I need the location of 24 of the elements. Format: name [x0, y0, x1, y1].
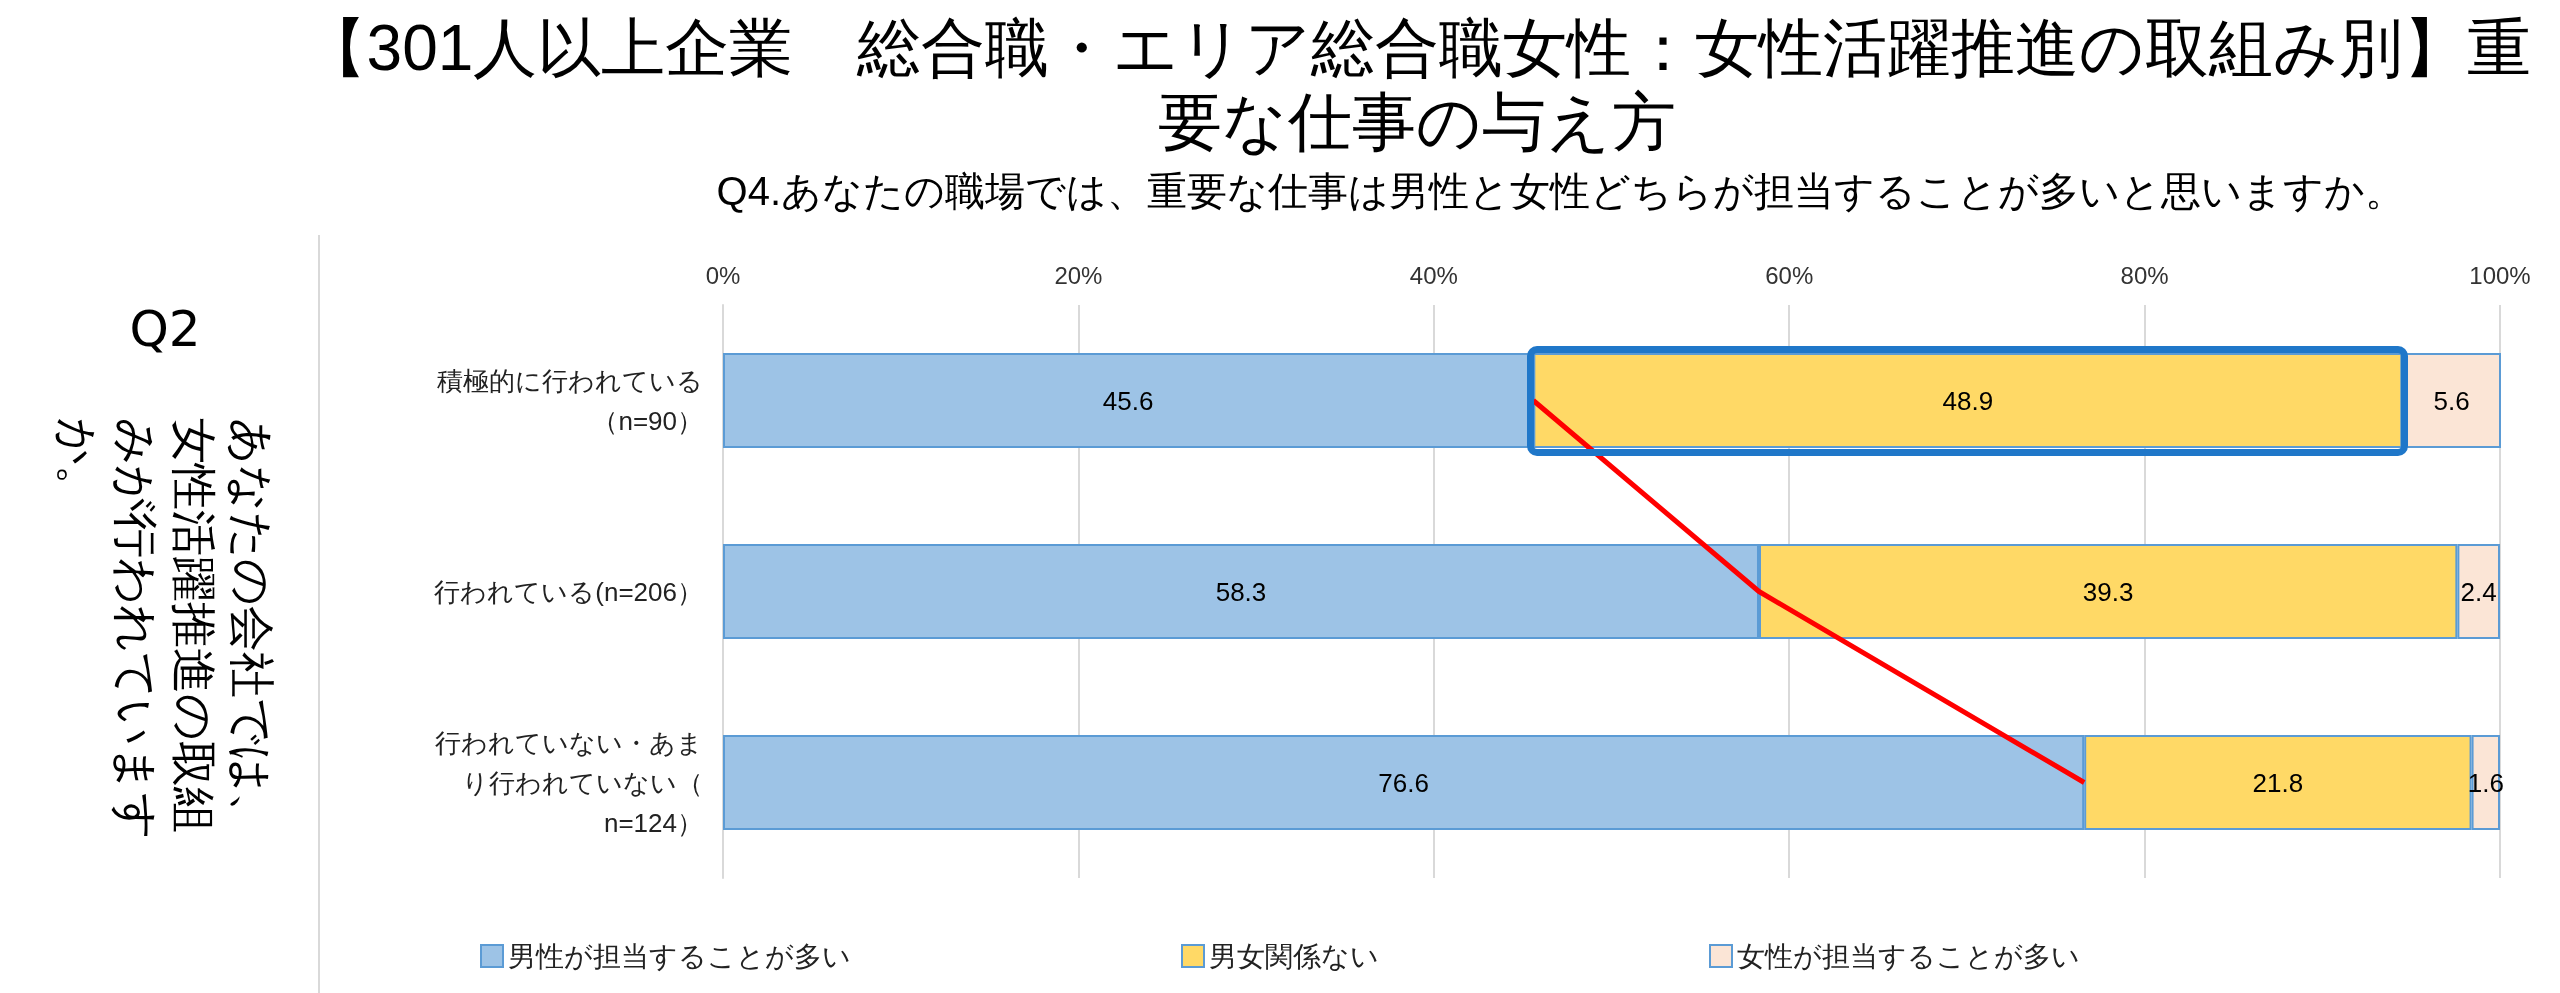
y-tick-label: 積極的に行われている（n=90）	[437, 365, 703, 436]
x-tick-label: 100%	[2469, 261, 2531, 289]
x-tick-label: 80%	[2120, 261, 2169, 289]
data-label: 48.9	[1942, 385, 1994, 416]
x-tick-label: 0%	[705, 261, 741, 289]
text: Q2	[128, 300, 202, 358]
data-label: 5.6	[2433, 385, 2470, 416]
data-label: 21.8	[2252, 767, 2304, 798]
legend-label: 男性が担当することが多い	[508, 940, 851, 972]
data-label: 76.6	[1378, 767, 1429, 798]
legend-label: 男女関係ない	[1209, 940, 1379, 972]
data-label: 2.4	[2460, 576, 2497, 607]
y-tick-label: 行われている(n=206）	[434, 576, 703, 607]
chart-subtitle: Q4.あなたの職場では、重要な仕事は男性と女性どちらが担当することが多いと思いますか。	[716, 169, 2405, 213]
chart-title: 【301人以上企業 総合職・エリア総合職女性：女性活躍推進の取組み別】重要な仕事の与え方	[302, 12, 2532, 158]
data-label: 39.3	[2082, 576, 2134, 607]
y-axis-title: あなたの会社では、女性活躍推進の取組みが行われていますか。	[50, 418, 280, 842]
x-tick-label: 60%	[1765, 261, 1814, 289]
data-label: 58.3	[1215, 576, 1267, 607]
x-tick-label: 40%	[1409, 261, 1458, 289]
legend-label: 女性が担当することが多い	[1737, 940, 2080, 972]
x-tick-label: 20%	[1054, 261, 1103, 289]
y-tick-label: 行われていない・あまり行われていない（n=124）	[435, 727, 703, 838]
data-label: 45.6	[1102, 385, 1154, 416]
